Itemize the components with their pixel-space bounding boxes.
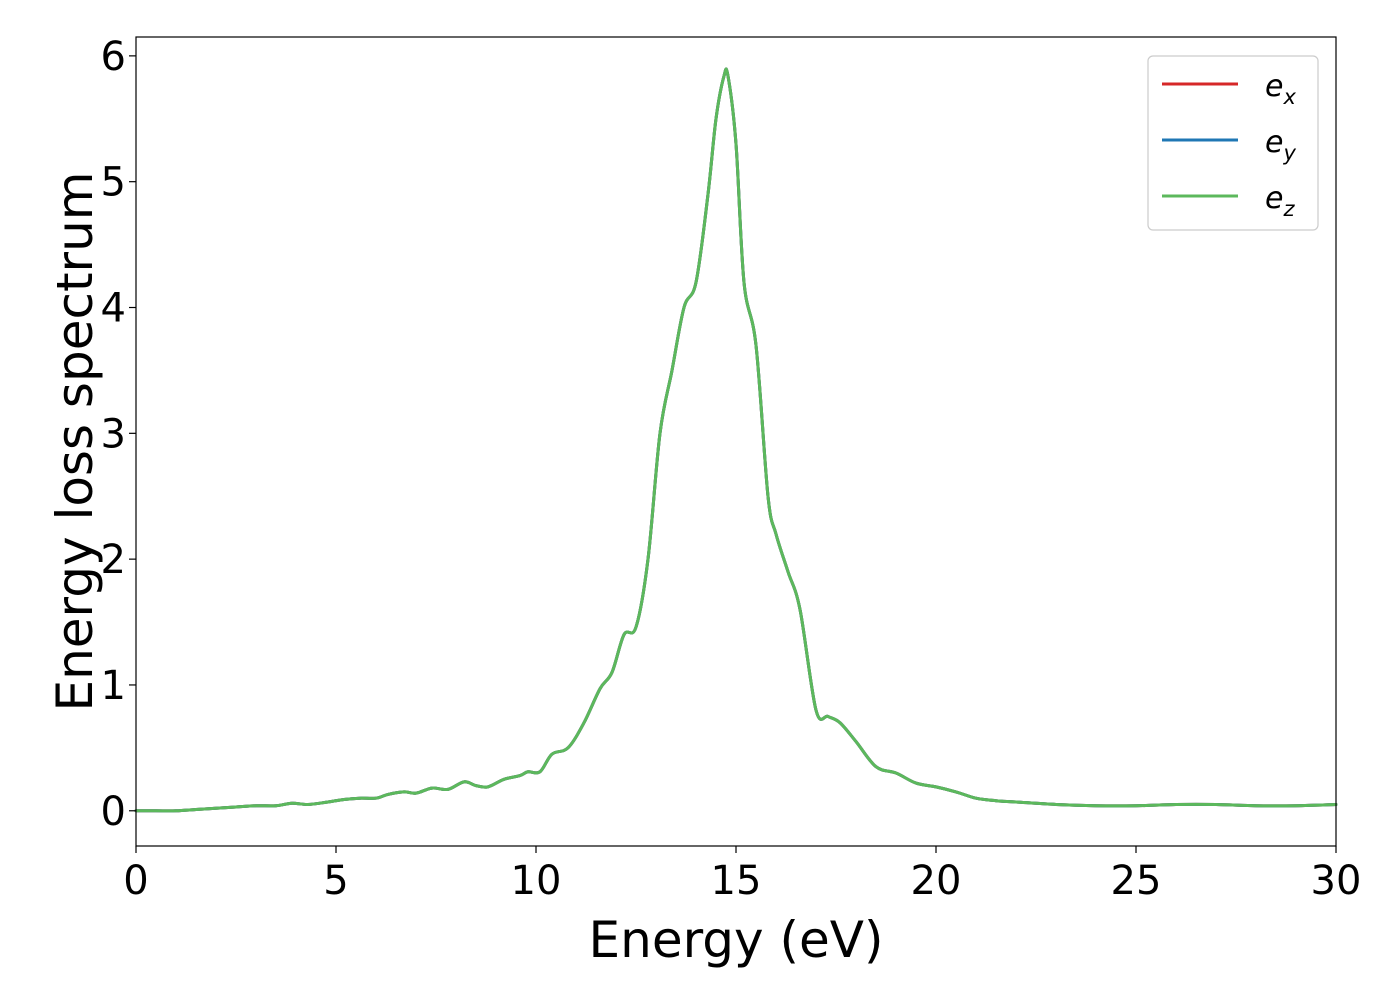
x-tick-label: 20: [911, 858, 962, 904]
legend-label-base: e: [1265, 125, 1283, 160]
plot-area: [134, 67, 1338, 813]
legend-label-subscript: y: [1282, 141, 1296, 165]
x-tick-label: 30: [1311, 858, 1362, 904]
x-tick-label: 25: [1111, 858, 1162, 904]
legend-label-subscript: x: [1282, 85, 1296, 109]
plot-frame: [135, 36, 1337, 847]
y-tick-label: 5: [101, 160, 126, 206]
y-tick-label: 3: [101, 411, 126, 457]
legend-box: [1147, 55, 1319, 231]
y-tick-label: 1: [101, 663, 126, 709]
x-tick-label: 5: [323, 858, 348, 904]
legend-label-base: e: [1265, 181, 1283, 216]
series-line-ez: [134, 67, 1338, 813]
x-tick-label: 0: [123, 858, 148, 904]
y-tick-label: 4: [101, 286, 126, 332]
legend-label-ex: ex: [1265, 69, 1296, 109]
x-tick-label: 10: [511, 858, 562, 904]
legend-label-base: e: [1265, 69, 1283, 104]
legend-label-ez: ez: [1265, 181, 1295, 221]
legend-label-ey: ey: [1265, 125, 1296, 165]
y-tick-label: 0: [101, 789, 126, 835]
y-tick-label: 6: [101, 34, 126, 80]
legend-label-subscript: z: [1282, 197, 1295, 221]
x-tick-label: 15: [711, 858, 762, 904]
axis-ticks: 0 5 10 15 20 25 30 0 1 2 3 4 5 6: [101, 34, 1362, 904]
y-axis-label: Energy loss spectrum: [46, 171, 104, 711]
y-tick-label: 2: [101, 537, 126, 583]
x-axis-label: Energy (eV): [589, 911, 884, 969]
